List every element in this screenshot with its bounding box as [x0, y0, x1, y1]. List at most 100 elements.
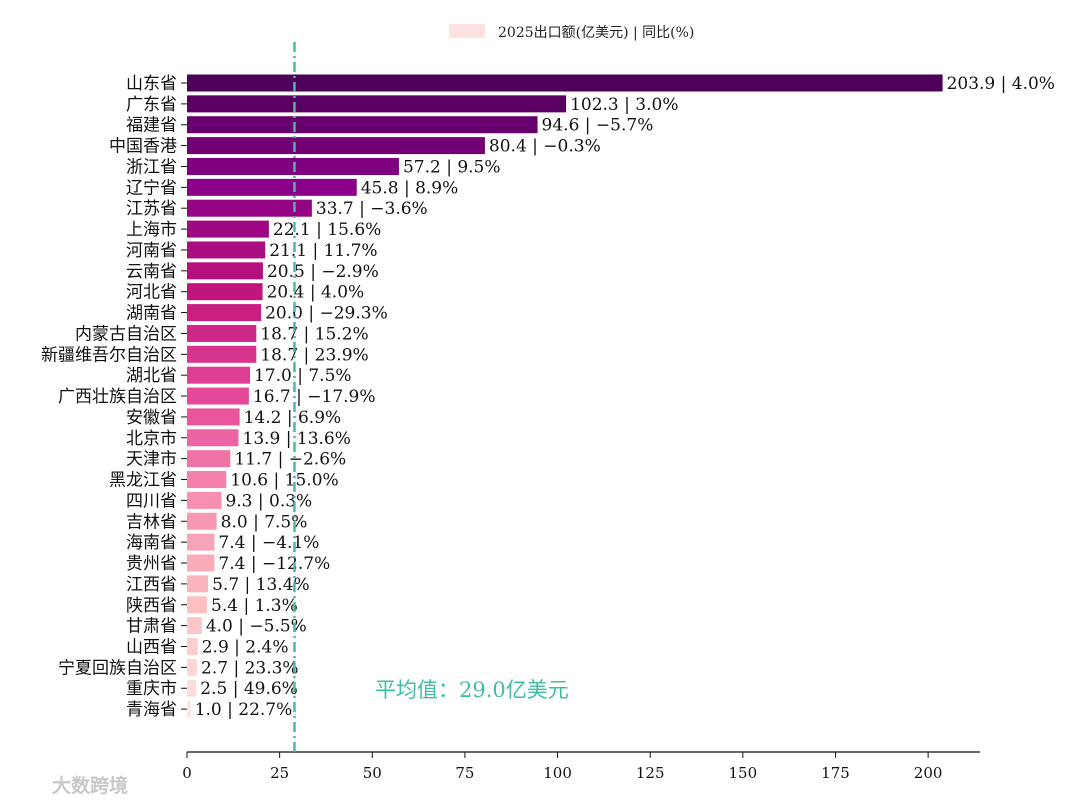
- y-tick-label: 江苏省: [126, 199, 177, 219]
- y-tick-label: 浙江省: [126, 157, 177, 177]
- y-tick-label: 广西壮族自治区: [58, 387, 177, 407]
- value-label: 4.0 | −5.5%: [206, 617, 307, 637]
- value-label: 11.7 | −2.6%: [234, 450, 346, 470]
- value-label: 9.3 | 0.3%: [225, 491, 312, 511]
- y-tick-label: 黑龙江省: [109, 471, 177, 491]
- bar: [187, 512, 217, 530]
- y-tick-label: 贵州省: [126, 554, 177, 574]
- bar: [187, 637, 198, 655]
- value-label: 1.0 | 22.7%: [195, 700, 293, 720]
- bar: [187, 74, 943, 92]
- value-label: 33.7 | −3.6%: [316, 199, 428, 219]
- y-tick-label: 新疆维吾尔自治区: [41, 345, 177, 365]
- bar: [187, 700, 191, 718]
- y-axis-labels: 山东省广东省福建省中国香港浙江省辽宁省江苏省上海市河南省云南省河北省湖南省内蒙古…: [41, 74, 187, 720]
- value-label: 8.0 | 7.5%: [221, 512, 308, 532]
- bar: [187, 157, 399, 175]
- bar: [187, 116, 538, 134]
- value-label: 80.4 | −0.3%: [489, 137, 601, 157]
- value-label: 20.0 | −29.3%: [265, 304, 388, 324]
- y-tick-label: 中国香港: [109, 137, 177, 157]
- value-label: 22.1 | 15.6%: [273, 220, 381, 240]
- bar: [187, 533, 215, 551]
- bar: [187, 95, 567, 113]
- bar: [187, 324, 257, 342]
- value-label: 45.8 | 8.9%: [361, 178, 459, 198]
- value-label: 16.7 | −17.9%: [253, 387, 376, 407]
- y-tick-label: 重庆市: [126, 679, 177, 699]
- bar: [187, 241, 266, 259]
- value-label: 7.4 | −4.1%: [218, 533, 319, 553]
- value-label: 17.0 | 7.5%: [254, 366, 352, 386]
- y-tick-label: 福建省: [126, 116, 177, 136]
- x-tick-label: 200: [914, 764, 943, 782]
- mean-label: 平均值：29.0亿美元: [375, 678, 569, 702]
- bar: [187, 387, 249, 405]
- bar: [187, 471, 227, 489]
- y-tick-label: 广东省: [126, 95, 177, 115]
- y-tick-label: 江西省: [126, 575, 177, 595]
- x-tick-label: 25: [270, 764, 289, 782]
- value-label: 5.7 | 13.4%: [212, 575, 310, 595]
- value-label: 18.7 | 15.2%: [260, 324, 368, 344]
- y-tick-label: 湖北省: [126, 366, 177, 386]
- bars-group: [187, 74, 943, 718]
- x-tick-label: 100: [543, 764, 572, 782]
- x-tick-label: 75: [455, 764, 474, 782]
- bar: [187, 408, 240, 426]
- y-tick-label: 山东省: [126, 74, 177, 94]
- bar: [187, 178, 357, 196]
- y-tick-label: 吉林省: [126, 512, 177, 532]
- y-tick-label: 安徽省: [126, 408, 177, 428]
- y-tick-label: 河北省: [126, 283, 177, 303]
- value-label: 102.3 | 3.0%: [570, 95, 678, 115]
- bar: [187, 554, 215, 572]
- value-label: 10.6 | 15.0%: [230, 471, 338, 491]
- value-label: 18.7 | 23.9%: [260, 345, 368, 365]
- y-tick-label: 海南省: [126, 533, 177, 553]
- bar: [187, 366, 250, 384]
- y-tick-label: 湖南省: [126, 304, 177, 324]
- value-label: 20.4 | 4.0%: [267, 283, 365, 303]
- bar: [187, 658, 198, 676]
- value-label: 5.4 | 1.3%: [211, 596, 298, 616]
- legend-swatch: [449, 24, 485, 38]
- value-labels: 203.9 | 4.0% 102.3 | 3.0%94.6 | −5.7%80.4…: [195, 74, 1055, 720]
- bar: [187, 429, 239, 447]
- y-tick-label: 四川省: [126, 491, 177, 511]
- value-label: 2.9 | 2.4%: [202, 637, 289, 657]
- y-tick-label: 河南省: [126, 241, 177, 261]
- y-tick-label: 甘肃省: [126, 617, 177, 637]
- y-tick-label: 北京市: [126, 429, 177, 449]
- y-tick-label: 云南省: [126, 262, 177, 282]
- value-label: 57.2 | 9.5%: [403, 157, 501, 177]
- value-label: 14.2 | 6.9%: [244, 408, 342, 428]
- value-label: 7.4 | −12.7%: [218, 554, 330, 574]
- value-label: 13.9 | 13.6%: [243, 429, 351, 449]
- watermark: 大数跨境: [52, 774, 128, 797]
- bar: [187, 617, 202, 635]
- bar: [187, 450, 231, 468]
- y-tick-label: 天津市: [126, 450, 177, 470]
- bar: [187, 304, 262, 322]
- bar: [187, 199, 312, 217]
- x-tick-label: 150: [729, 764, 758, 782]
- bar: [187, 679, 197, 697]
- y-tick-label: 青海省: [126, 700, 177, 720]
- y-tick-label: 山西省: [126, 637, 177, 657]
- bar: [187, 137, 485, 155]
- bar: [187, 220, 269, 238]
- y-tick-label: 上海市: [126, 220, 177, 240]
- bar: [187, 262, 263, 280]
- x-axis: 0 25 50 75 100 125 150 175 200: [182, 751, 980, 782]
- value-label: 2.5 | 49.6%: [200, 679, 298, 699]
- bar: [187, 491, 222, 509]
- bar: [187, 345, 257, 363]
- value-label: 94.6 | −5.7%: [542, 116, 654, 136]
- x-tick-label: 175: [821, 764, 850, 782]
- x-tick-label: 50: [363, 764, 382, 782]
- y-tick-label: 辽宁省: [126, 178, 177, 198]
- value-label: 2.7 | 23.3%: [201, 658, 299, 678]
- legend: 2025出口额(亿美元) | 同比(%): [449, 24, 694, 41]
